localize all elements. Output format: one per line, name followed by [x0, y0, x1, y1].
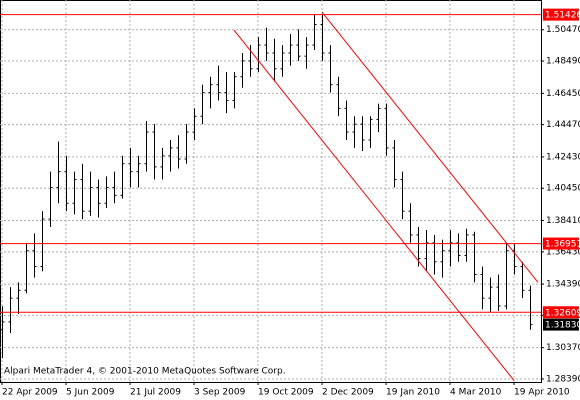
y-tick-label: 1.28390 [546, 374, 580, 384]
level-label: 1.36951 [545, 240, 580, 250]
x-tick-label: 4 Mar 2010 [450, 388, 502, 398]
y-tick-label: 1.34390 [546, 280, 580, 290]
plot-frame [0, 0, 542, 383]
x-tick-label: 19 Jan 2010 [386, 388, 440, 398]
y-tick-label: 1.40450 [546, 184, 580, 194]
x-tick-label: 21 Jul 2009 [130, 388, 181, 398]
current-price-label: 1.31830 [545, 321, 580, 331]
x-tick-label: 19 Oct 2009 [258, 388, 314, 398]
trend-line [321, 11, 539, 283]
trend-line [233, 29, 515, 381]
y-tick-label: 1.46450 [546, 89, 580, 99]
y-tick-label: 1.42430 [546, 152, 580, 162]
x-tick-label: 5 Jun 2009 [66, 388, 115, 398]
current-price-bg [543, 318, 579, 331]
x-tick-label: 19 Apr 2010 [514, 388, 570, 398]
y-tick-label: 1.30370 [546, 343, 580, 353]
level-label: 1.51426 [545, 11, 580, 21]
x-tick-label: 3 Sep 2009 [194, 388, 246, 398]
x-tick-label: 2 Dec 2009 [322, 388, 374, 398]
level-label-bg [543, 306, 579, 319]
y-tick-label: 1.44470 [546, 120, 580, 130]
copyright: Alpari MetaTrader 4, © 2001-2010 MetaQuo… [4, 367, 286, 377]
level-label-bg [543, 237, 579, 250]
level-label: 1.32609 [545, 308, 580, 318]
y-tick-label: 1.48490 [546, 57, 580, 67]
y-tick-label: 1.38410 [546, 216, 580, 226]
x-tick-label: 22 Apr 2009 [2, 388, 58, 398]
level-label-bg [543, 8, 579, 21]
y-tick-label: 1.36430 [546, 247, 580, 257]
y-tick-label: 1.50470 [546, 25, 580, 35]
